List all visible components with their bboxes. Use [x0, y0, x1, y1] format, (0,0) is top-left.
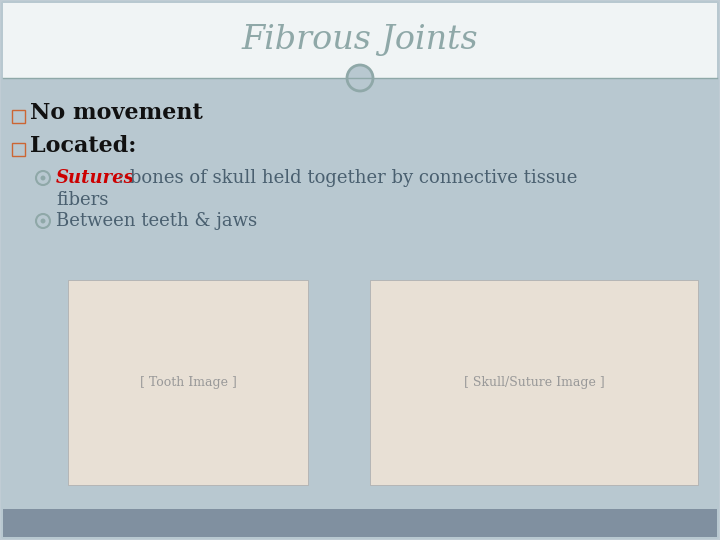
Bar: [12, 143, 25, 156]
Circle shape: [347, 65, 373, 91]
Bar: [68, 280, 308, 485]
Circle shape: [40, 176, 45, 180]
Text: [ Tooth Image ]: [ Tooth Image ]: [140, 376, 236, 389]
Text: Fibrous Joints: Fibrous Joints: [242, 24, 478, 57]
Bar: [370, 280, 698, 485]
Text: fibers: fibers: [56, 191, 109, 209]
Text: Located:: Located:: [30, 135, 136, 157]
Text: : bones of skull held together by connective tissue: : bones of skull held together by connec…: [118, 169, 577, 187]
Text: [ Skull/Suture Image ]: [ Skull/Suture Image ]: [464, 376, 604, 389]
Circle shape: [40, 219, 45, 224]
Text: No movement: No movement: [30, 102, 203, 124]
Text: Between teeth & jaws: Between teeth & jaws: [56, 212, 257, 230]
Bar: [3, 3, 717, 78]
Bar: [3, 509, 717, 537]
Bar: [12, 110, 25, 123]
Text: Sutures: Sutures: [56, 169, 135, 187]
